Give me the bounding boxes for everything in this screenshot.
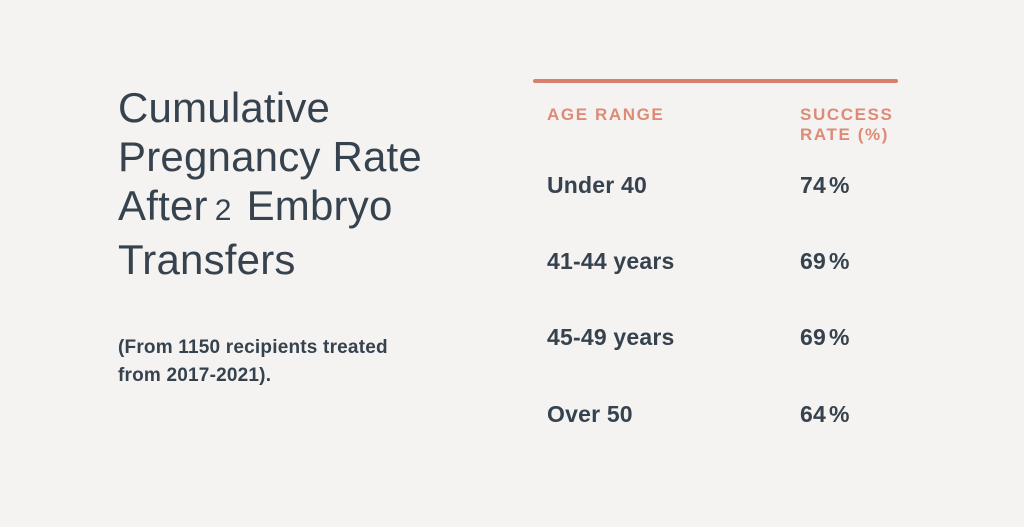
title-line-1: Cumulative bbox=[118, 84, 331, 131]
title-line-4: Transfers bbox=[118, 236, 296, 283]
rate-value: 69 bbox=[800, 248, 826, 274]
percent-sign: % bbox=[828, 401, 850, 427]
sample-note: (From 1150 recipients treated from 2017-… bbox=[118, 337, 388, 386]
title-embryo-count: 2 bbox=[214, 194, 232, 227]
table-row-success-rate: 69% bbox=[800, 325, 850, 349]
rate-value: 64 bbox=[800, 401, 826, 427]
table-row-success-rate: 69% bbox=[800, 249, 850, 273]
table-row-age-range: 45-49 years bbox=[547, 324, 675, 350]
page-title: Cumulative Pregnancy Rate After 2 Embryo T… bbox=[118, 83, 458, 284]
table-row-age-range: 41-44 years bbox=[547, 248, 675, 274]
table-top-rule bbox=[533, 79, 898, 83]
rate-value: 69 bbox=[800, 324, 826, 350]
title-line-3-before: After bbox=[118, 182, 208, 229]
percent-sign: % bbox=[828, 248, 850, 274]
column-header-success-rate: SUCCESS RATE (%) bbox=[800, 105, 894, 144]
title-line-2: Pregnancy Rate bbox=[118, 133, 422, 180]
title-line-3: After 2 Embryo bbox=[118, 181, 458, 235]
title-line-3-after: Embryo bbox=[246, 182, 393, 229]
rate-value: 74 bbox=[800, 172, 826, 198]
column-header-age-range: AGE RANGE bbox=[547, 105, 665, 124]
table-row-success-rate: 64% bbox=[800, 402, 850, 426]
table-row-age-range: Over 50 bbox=[547, 401, 633, 427]
percent-sign: % bbox=[828, 324, 850, 350]
percent-sign: % bbox=[828, 172, 850, 198]
table-row-success-rate: 74% bbox=[800, 173, 850, 197]
table-row-age-range: Under 40 bbox=[547, 172, 648, 198]
